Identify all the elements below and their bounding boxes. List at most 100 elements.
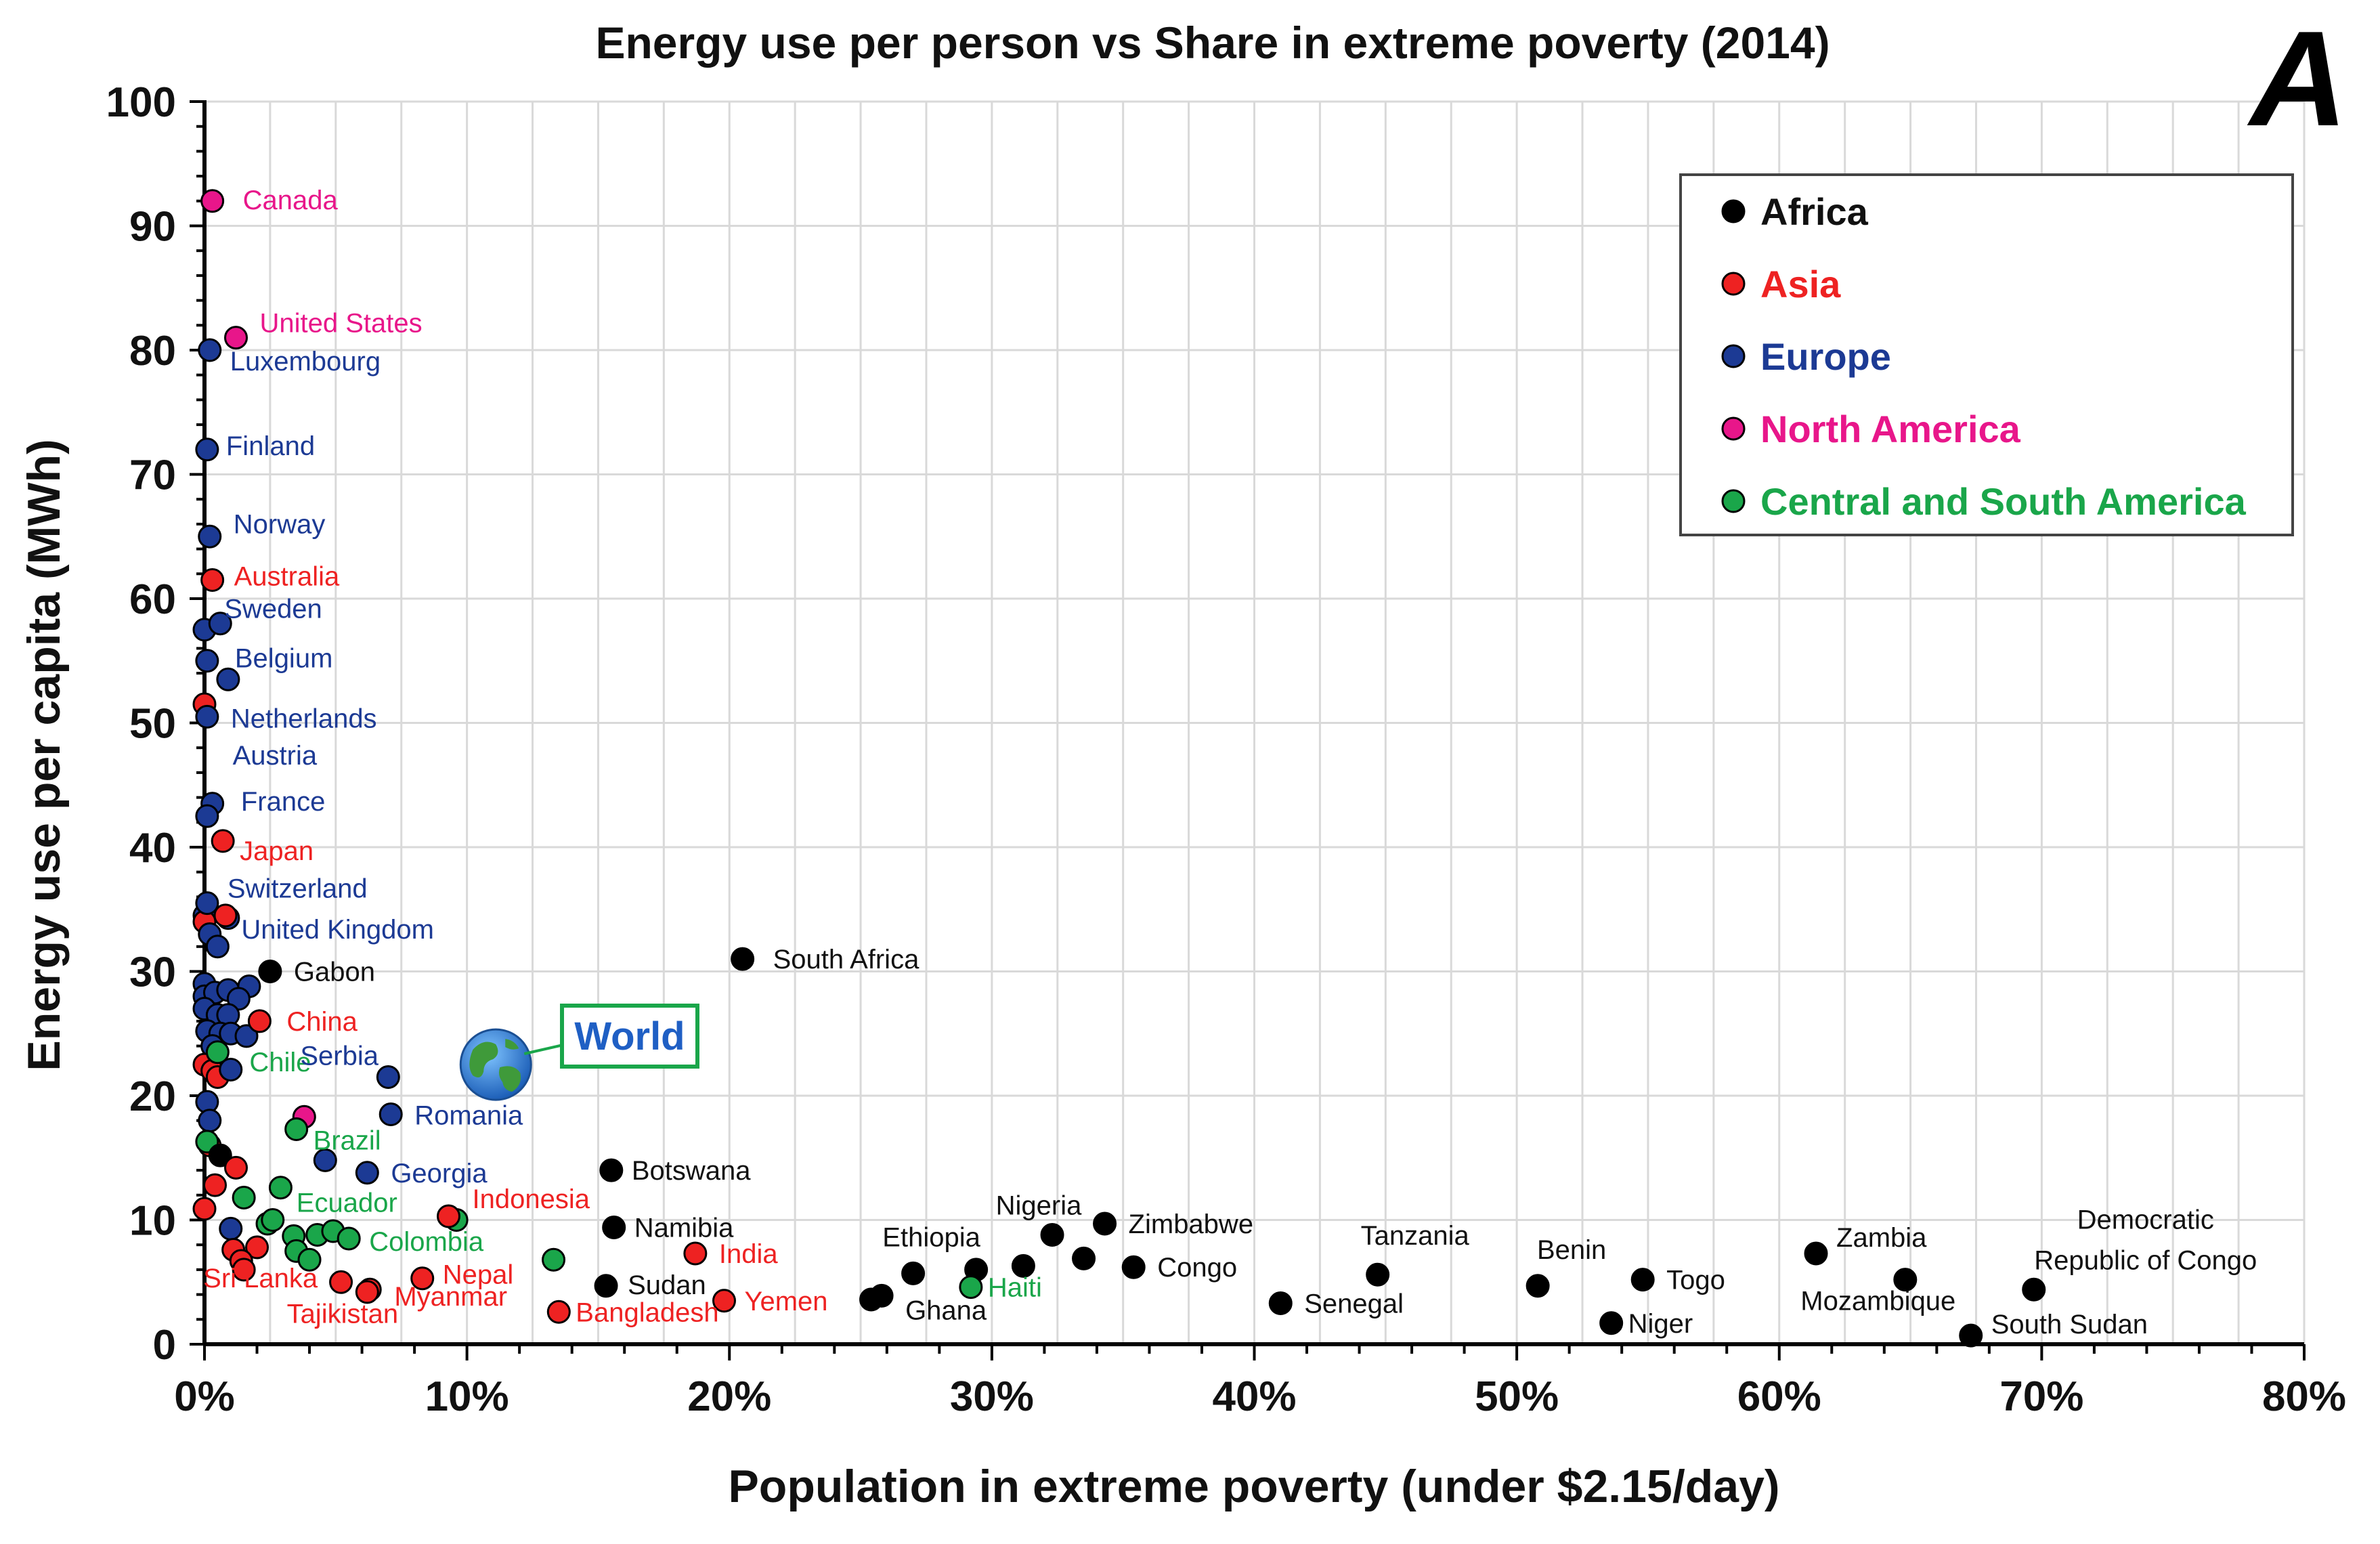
globe-land-icon [469, 1042, 498, 1078]
point-label-georgia: Georgia [391, 1159, 488, 1188]
axes: 0 10 20 30 40 50 60 70 80 90 100 0% 10% 20% 30% 40% 50% 6… [106, 79, 2347, 1420]
point-label-bangladesh: Bangladesh [576, 1298, 718, 1327]
point-label-yemen: Yemen [744, 1287, 827, 1316]
point-label-colombia: Colombia [369, 1227, 484, 1257]
data-point-colombia [337, 1226, 361, 1251]
data-point-romania [378, 1102, 403, 1127]
point-label-sweden: Sweden [224, 595, 322, 624]
data-point [234, 1024, 259, 1048]
point-labels: Canada United States Luxembourg Finland Norw… [203, 186, 2257, 1339]
point-label-niger: Niger [1628, 1309, 1693, 1339]
legend-marker [1721, 199, 1746, 223]
data-point [1072, 1246, 1096, 1270]
point-label-canada: Canada [243, 186, 339, 215]
legend-marker [1721, 416, 1746, 441]
point-label-gabon: Gabon [294, 958, 375, 987]
point-label-ghana: Ghana [905, 1295, 987, 1325]
data-points [192, 189, 2046, 1348]
data-point [219, 1216, 243, 1241]
point-label-south-sudan: South Sudan [1991, 1310, 2148, 1339]
legend-box [1679, 173, 2294, 536]
data-point-france [195, 804, 219, 828]
data-point [245, 1235, 269, 1260]
point-label-belgium: Belgium [235, 643, 333, 673]
x-tick-label: 30% [950, 1373, 1034, 1420]
data-point-belgium [216, 667, 240, 691]
data-point-ecuador [261, 1208, 285, 1232]
data-point-botswana [599, 1158, 624, 1182]
point-label-botswana: Botswana [632, 1156, 751, 1186]
world-marker: World [459, 1004, 699, 1101]
point-label-sri-lanka: Sri Lanka [203, 1264, 318, 1293]
data-point-benin [1526, 1274, 1550, 1298]
point-label-austria: Austria [233, 741, 318, 771]
point-label-togo: Togo [1666, 1266, 1725, 1295]
world-label: World [574, 1014, 685, 1058]
data-point [195, 649, 219, 673]
data-point-tanzania [1366, 1262, 1390, 1287]
point-label-namibia: Namibia [634, 1214, 734, 1243]
point-label-sudan: Sudan [628, 1270, 706, 1300]
globe-land-icon [498, 1066, 521, 1092]
point-label-tanzania: Tanzania [1361, 1221, 1470, 1251]
data-point-niger [1599, 1311, 1624, 1335]
x-axis-title: Population in extreme poverty (under $2.… [728, 1461, 1779, 1512]
data-point-congo [1121, 1255, 1146, 1279]
data-point-ghana [869, 1283, 894, 1308]
data-point-serbia [376, 1065, 400, 1089]
legend: Africa Asia Europe North America Central and… [1679, 173, 2294, 536]
data-point-yemen [712, 1289, 736, 1313]
point-label-china: China [286, 1007, 358, 1037]
data-point-australia [200, 567, 225, 592]
data-point [203, 1173, 228, 1197]
point-label-norway: Norway [234, 509, 326, 539]
point-label-united-states: United States [260, 309, 423, 339]
data-point-luxembourg [198, 338, 222, 362]
y-tick-label: 20 [129, 1073, 176, 1120]
data-point-india [683, 1241, 708, 1266]
data-point-togo [1630, 1268, 1655, 1292]
x-tick-label: 80% [2262, 1373, 2346, 1420]
data-point [208, 1143, 232, 1167]
legend-label: Central and South America [1760, 480, 2247, 523]
data-point-finland [195, 437, 219, 462]
data-point-united-states [224, 326, 248, 350]
point-label-brazil: Brazil [313, 1126, 381, 1156]
y-tick-label: 40 [129, 825, 176, 872]
data-point-gabon [258, 960, 282, 983]
data-point-japan [211, 829, 235, 853]
y-tick-label: 90 [129, 204, 176, 251]
point-label-congo: Congo [1157, 1253, 1237, 1283]
data-point-netherlands [195, 704, 219, 729]
point-label-benin: Benin [1537, 1235, 1606, 1265]
data-point-china [247, 1009, 272, 1033]
data-point-sweden [208, 612, 232, 636]
point-label-nepal: Nepal [443, 1260, 514, 1290]
data-point-united-kingdom [205, 935, 230, 959]
legend-label: Asia [1760, 263, 1841, 305]
y-tick-label: 70 [129, 452, 176, 499]
data-point [1011, 1253, 1035, 1278]
data-point-bangladesh [546, 1300, 571, 1324]
data-point [219, 1057, 243, 1081]
data-point-georgia [355, 1161, 379, 1185]
point-label-ethiopia: Ethiopia [882, 1222, 980, 1252]
data-point-democratic-republic-of-congo [2022, 1277, 2046, 1302]
data-point-nepal [410, 1266, 435, 1291]
y-tick-label: 50 [129, 701, 176, 748]
point-label-france: France [241, 787, 326, 817]
data-point-south-sudan [1959, 1323, 1983, 1348]
point-label-democratic-republic-of-congo: Democratic Republic of Congo [2034, 1205, 2257, 1275]
point-label-senegal: Senegal [1304, 1289, 1404, 1318]
data-point [232, 1185, 256, 1209]
data-point-tajikistan [329, 1270, 353, 1294]
data-point-senegal [1268, 1291, 1293, 1315]
data-point-indonesia [436, 1204, 460, 1228]
y-tick-label: 30 [129, 949, 176, 996]
data-point-chile [205, 1040, 230, 1065]
y-tick-label: 10 [129, 1198, 176, 1245]
chart-title: Energy use per person vs Share in extrem… [595, 18, 1830, 68]
x-tick-label: 60% [1737, 1373, 1821, 1420]
point-label-nigeria: Nigeria [996, 1191, 1082, 1221]
